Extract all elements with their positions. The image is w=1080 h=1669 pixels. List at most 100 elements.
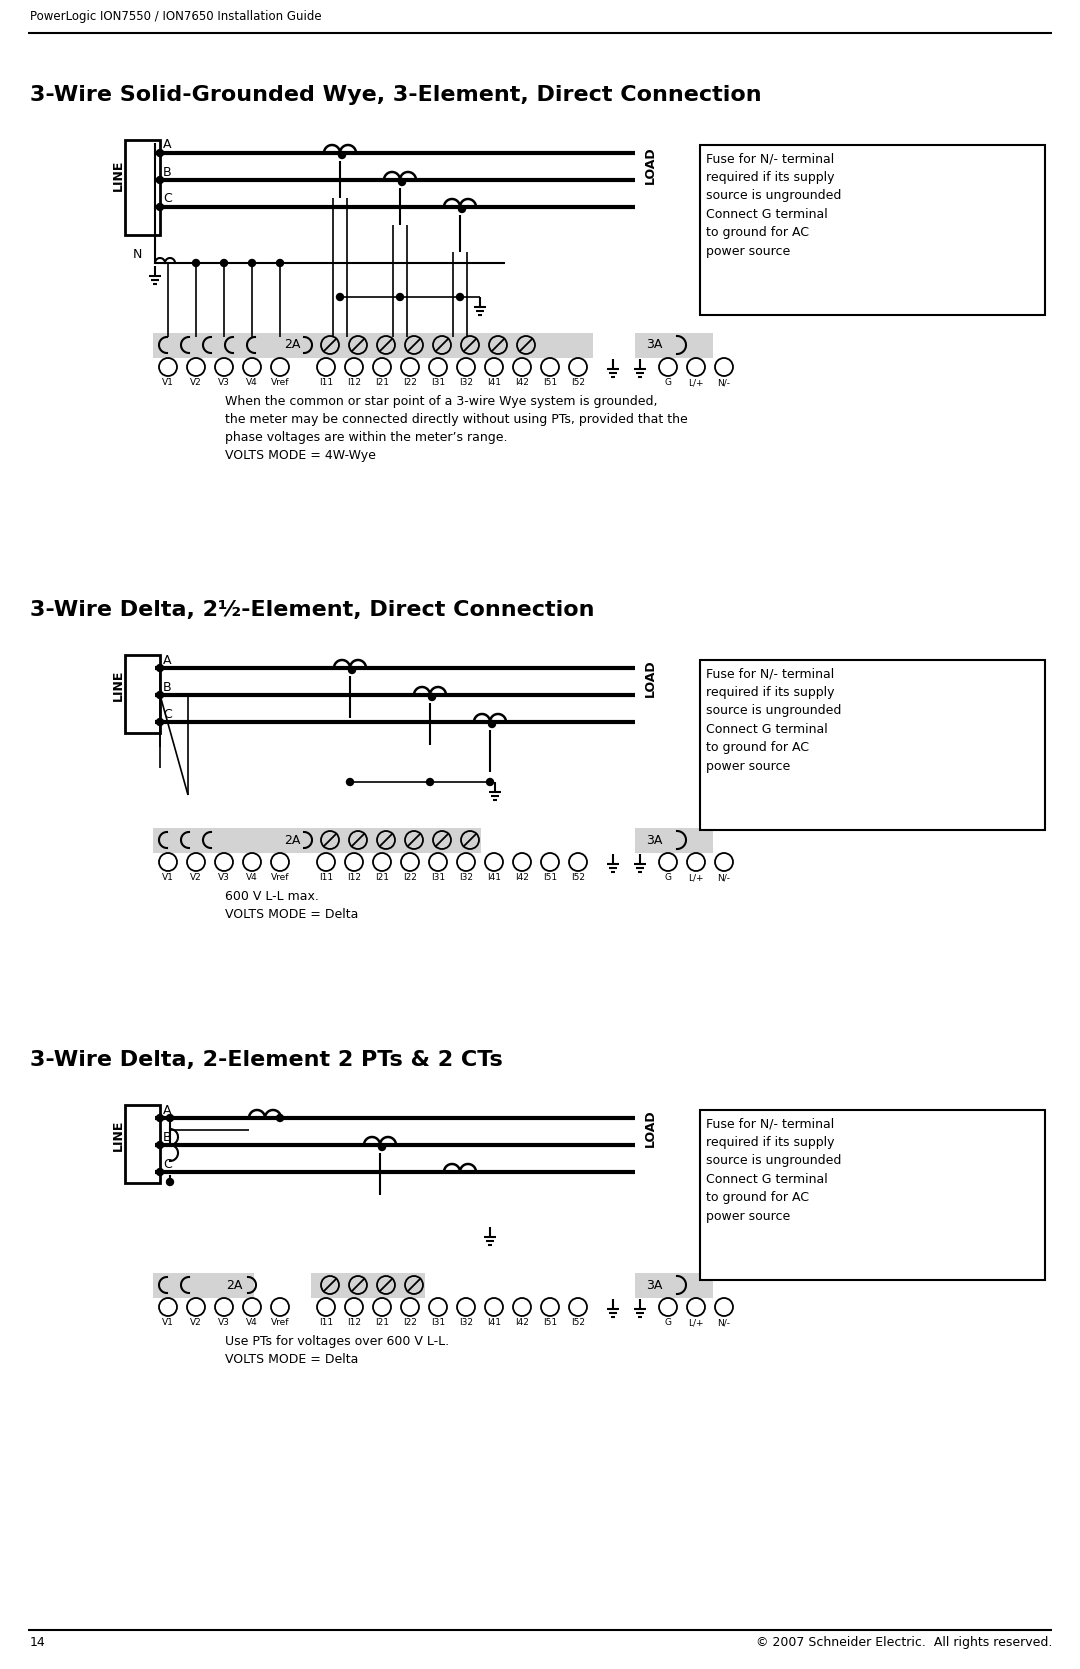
Text: I12: I12 [347, 377, 361, 387]
Bar [125, 140, 160, 235]
Text: V3: V3 [218, 873, 230, 881]
Text: B: B [163, 681, 172, 694]
Text: N: N [133, 249, 143, 262]
Text: Fuse for N/- terminal
required if its supply
source is ungrounded
Connect G term: Fuse for N/- terminal required if its su… [706, 152, 841, 257]
Text: C: C [163, 1158, 172, 1170]
Circle shape [459, 205, 465, 212]
Bar [311, 334, 593, 357]
Text: I22: I22 [403, 377, 417, 387]
Circle shape [157, 691, 163, 699]
Circle shape [457, 294, 463, 300]
Text: I11: I11 [319, 377, 333, 387]
Text: 2A: 2A [284, 339, 300, 352]
Circle shape [486, 778, 494, 786]
Text: I52: I52 [571, 1319, 585, 1327]
Text: I52: I52 [571, 873, 585, 881]
Text: V4: V4 [246, 1319, 258, 1327]
Text: I12: I12 [347, 1319, 361, 1327]
Circle shape [157, 1168, 163, 1175]
Text: G: G [664, 873, 672, 881]
Text: L/+: L/+ [688, 1319, 704, 1327]
Text: Vref: Vref [271, 377, 289, 387]
Text: V4: V4 [246, 377, 258, 387]
Text: 3A: 3A [646, 833, 662, 846]
Bar [153, 334, 320, 357]
Circle shape [276, 1115, 283, 1122]
Circle shape [337, 294, 343, 300]
Text: I51: I51 [543, 873, 557, 881]
Text: I41: I41 [487, 377, 501, 387]
Text: L/+: L/+ [688, 873, 704, 881]
Bar [700, 145, 1045, 315]
Text: A: A [163, 654, 172, 666]
Text: 3-Wire Delta, 2-Element 2 PTs & 2 CTs: 3-Wire Delta, 2-Element 2 PTs & 2 CTs [30, 1050, 503, 1070]
Circle shape [378, 1143, 386, 1150]
Circle shape [488, 721, 496, 728]
Text: V1: V1 [162, 1319, 174, 1327]
Circle shape [157, 204, 163, 210]
Text: 14: 14 [30, 1636, 45, 1649]
Text: Vref: Vref [271, 1319, 289, 1327]
Text: Fuse for N/- terminal
required if its supply
source is ungrounded
Connect G term: Fuse for N/- terminal required if its su… [706, 668, 841, 773]
Text: 3A: 3A [646, 339, 662, 352]
Circle shape [338, 152, 346, 159]
Text: 2A: 2A [226, 1278, 242, 1292]
Circle shape [220, 259, 228, 267]
Text: © 2007 Schneider Electric.  All rights reserved.: © 2007 Schneider Electric. All rights re… [756, 1636, 1052, 1649]
Circle shape [349, 666, 355, 674]
Text: I42: I42 [515, 873, 529, 881]
Text: LOAD: LOAD [644, 659, 657, 698]
Text: I52: I52 [571, 377, 585, 387]
Text: LINE: LINE [111, 669, 124, 701]
Bar [153, 828, 320, 853]
Circle shape [192, 259, 200, 267]
Text: B: B [163, 165, 172, 179]
Text: V4: V4 [246, 873, 258, 881]
Text: I12: I12 [347, 873, 361, 881]
Circle shape [276, 259, 283, 267]
Text: I32: I32 [459, 873, 473, 881]
Text: V3: V3 [218, 1319, 230, 1327]
Circle shape [396, 294, 404, 300]
Circle shape [166, 1115, 174, 1122]
Text: I11: I11 [319, 873, 333, 881]
Text: 2A: 2A [284, 833, 300, 846]
Text: LOAD: LOAD [644, 147, 657, 184]
Text: N/-: N/- [717, 1319, 730, 1327]
Text: G: G [664, 1319, 672, 1327]
Text: LINE: LINE [111, 1120, 124, 1150]
Text: I21: I21 [375, 377, 389, 387]
Bar [700, 659, 1045, 829]
Circle shape [157, 1142, 163, 1148]
Text: I31: I31 [431, 377, 445, 387]
Text: 3-Wire Solid-Grounded Wye, 3-Element, Direct Connection: 3-Wire Solid-Grounded Wye, 3-Element, Di… [30, 85, 761, 105]
Text: V1: V1 [162, 377, 174, 387]
Text: I22: I22 [403, 873, 417, 881]
Circle shape [157, 718, 163, 726]
Text: Fuse for N/- terminal
required if its supply
source is ungrounded
Connect G term: Fuse for N/- terminal required if its su… [706, 1117, 841, 1222]
Text: I32: I32 [459, 377, 473, 387]
Text: I41: I41 [487, 873, 501, 881]
Text: V2: V2 [190, 1319, 202, 1327]
Bar [635, 828, 713, 853]
Text: I11: I11 [319, 1319, 333, 1327]
Text: V1: V1 [162, 873, 174, 881]
Text: Use PTs for voltages over 600 V L-L.
VOLTS MODE = Delta: Use PTs for voltages over 600 V L-L. VOL… [225, 1335, 449, 1365]
Text: I32: I32 [459, 1319, 473, 1327]
Text: V2: V2 [190, 377, 202, 387]
Text: I21: I21 [375, 873, 389, 881]
Circle shape [166, 1178, 174, 1185]
Text: B: B [163, 1130, 172, 1143]
Text: When the common or star point of a 3-wire Wye system is grounded,
the meter may : When the common or star point of a 3-wir… [225, 396, 688, 462]
Text: C: C [163, 192, 172, 205]
Text: N/-: N/- [717, 873, 730, 881]
Text: I51: I51 [543, 377, 557, 387]
Text: A: A [163, 139, 172, 152]
Circle shape [347, 778, 353, 786]
Circle shape [429, 694, 435, 701]
Text: I21: I21 [375, 1319, 389, 1327]
Text: I51: I51 [543, 1319, 557, 1327]
Bar [125, 1105, 160, 1183]
Circle shape [427, 778, 433, 786]
Bar [311, 828, 481, 853]
